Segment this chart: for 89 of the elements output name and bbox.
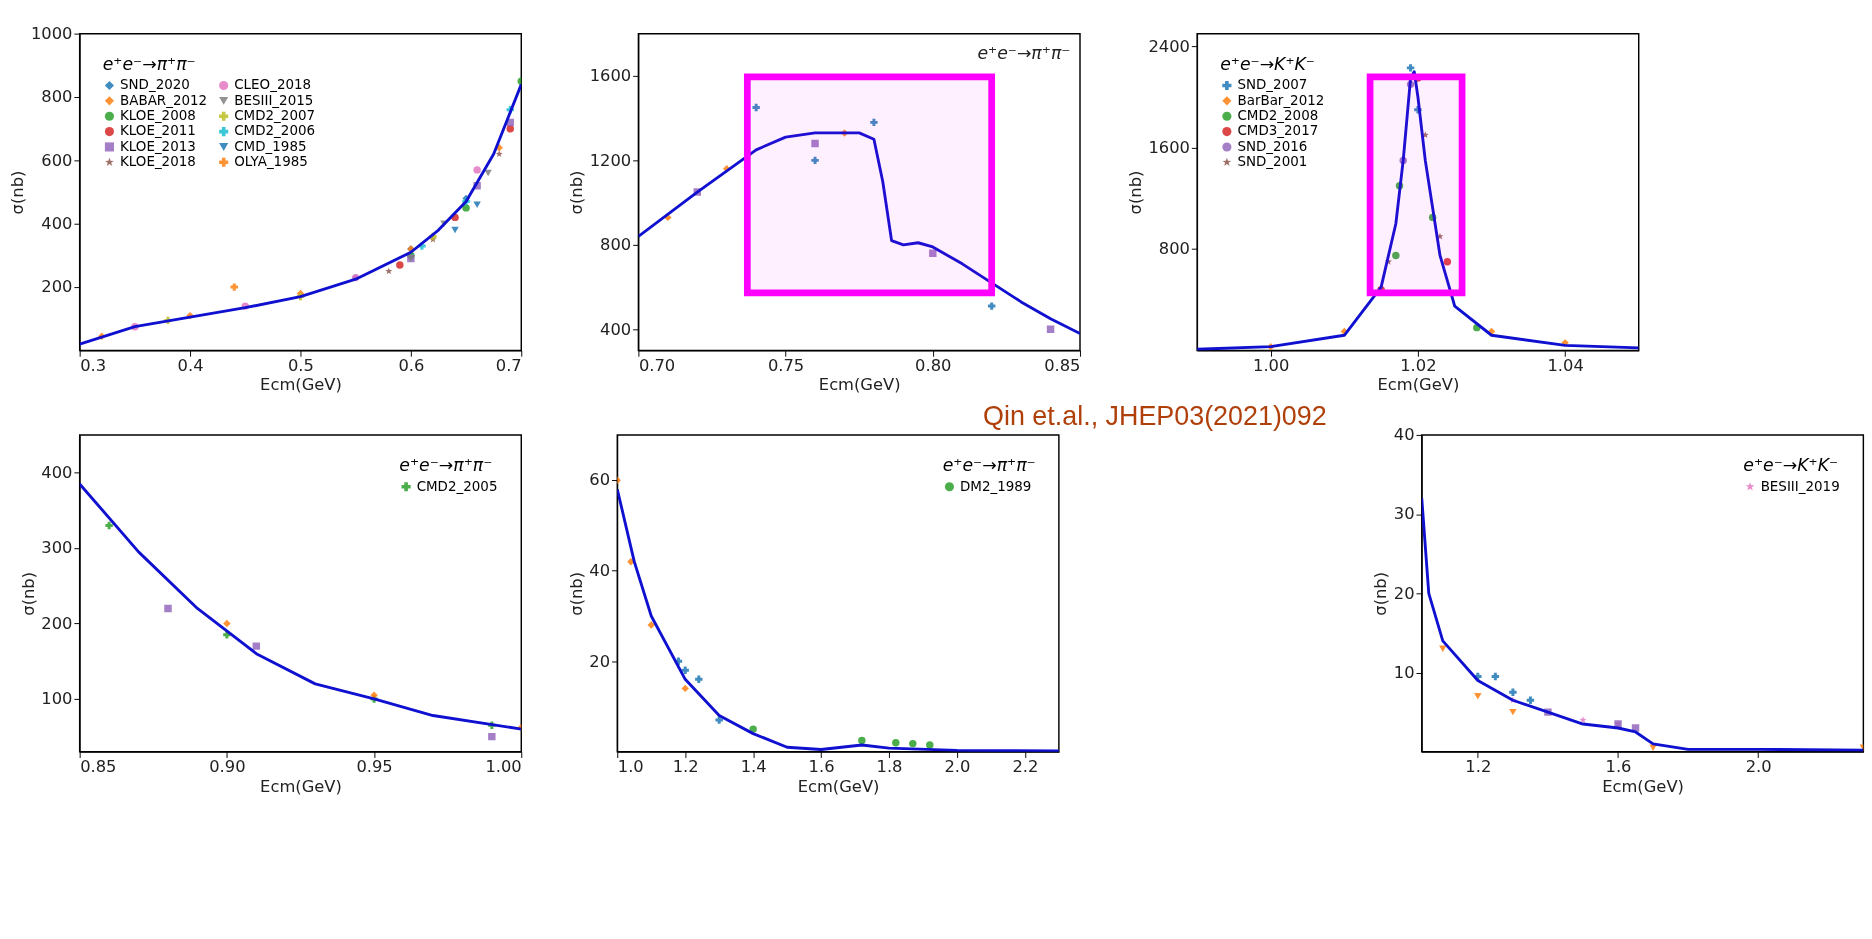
y-tick-label: 800 (41, 87, 73, 107)
x-tick-label: 0.6 (398, 356, 425, 376)
y-tick-label: 1200 (589, 150, 632, 170)
x-tick-label: 2.0 (944, 757, 971, 777)
x-tick-label: 1.00 (1253, 356, 1290, 376)
y-tick-label: 20 (1393, 583, 1415, 603)
y-tick-label: 1600 (589, 66, 632, 86)
x-axis-title: Ecm(GeV) (797, 776, 880, 796)
text: Qin et.al., JHEP03(2021)092 (983, 401, 1327, 432)
y-tick-label: 20 (589, 651, 611, 671)
y-tick-label: 1600 (1148, 137, 1190, 157)
legend-title: e⁺e⁻→π⁺π⁻ (942, 455, 1036, 476)
legend-label: CLEO_2018 (234, 77, 312, 93)
legend-title: e⁺e⁻→π⁺π⁻ (102, 54, 196, 75)
legend-label: SND_2020 (120, 77, 190, 93)
y-tick-label: 400 (41, 214, 73, 234)
x-tick-label: 1.6 (1605, 757, 1632, 777)
x-tick-label: 1.02 (1400, 356, 1437, 376)
y-axis-title: σ(nb) (8, 170, 28, 215)
y-tick-label: 40 (1393, 425, 1415, 445)
x-tick-label: 0.3 (80, 356, 107, 376)
x-tick-label: 1.0 (617, 757, 644, 777)
x-tick-label: 0.7 (495, 356, 522, 376)
y-tick-label: 60 (589, 470, 611, 490)
x-tick-label: 1.2 (672, 757, 699, 777)
y-tick-label: 2400 (1148, 36, 1190, 56)
legend-label: KLOE_2008 (120, 108, 196, 124)
y-tick-label: 200 (41, 277, 73, 297)
y-axis-title: σ(nb) (566, 170, 586, 215)
y-tick-label: 100 (41, 689, 73, 709)
y-tick-label: 10 (1393, 662, 1415, 682)
y-axis-title: σ(nb) (18, 571, 38, 616)
x-tick-label: 0.80 (915, 356, 952, 376)
y-tick-label: 400 (41, 462, 73, 482)
legend-title: e⁺e⁻→K⁺K⁻ (1743, 455, 1839, 476)
x-axis-title: Ecm(GeV) (260, 375, 342, 395)
x-tick-label: 1.8 (876, 757, 903, 777)
x-tick-label: 1.4 (740, 757, 767, 777)
annotation: e⁺e⁻→π⁺π⁻ (977, 42, 1071, 63)
y-tick-label: 40 (589, 560, 611, 580)
y-tick-label: 200 (41, 613, 73, 633)
legend-label: CMD2_2007 (234, 108, 316, 124)
legend-label: OLYA_1985 (234, 154, 308, 170)
x-tick-label: 1.6 (808, 757, 835, 777)
legend-label: BESIII_2015 (234, 92, 314, 108)
y-axis-title: σ(nb) (1125, 170, 1145, 215)
x-axis-title: Ecm(GeV) (260, 776, 342, 796)
y-tick-label: 600 (41, 150, 73, 170)
x-tick-label: 0.95 (356, 757, 393, 777)
y-axis-title: σ(nb) (566, 571, 586, 616)
y-tick-label: 300 (41, 538, 73, 558)
legend-label: BarBar_2012 (1237, 92, 1325, 108)
legend-title: e⁺e⁻→K⁺K⁻ (1220, 54, 1315, 75)
x-tick-label: 0.5 (287, 356, 314, 376)
y-tick-label: 400 (600, 319, 632, 339)
legend-label: SND_2007 (1237, 77, 1308, 93)
y-axis-title: σ(nb) (1371, 571, 1391, 616)
y-tick-label: 800 (600, 235, 632, 255)
x-tick-label: 1.04 (1547, 356, 1584, 376)
legend-label: SND_2001 (1237, 154, 1308, 170)
legend-label: CMD_1985 (234, 138, 307, 154)
legend-label: SND_2016 (1237, 138, 1308, 154)
legend-label: BESIII_2019 (1760, 478, 1840, 494)
legend-label: CMD2_2008 (1237, 108, 1319, 124)
x-tick-label: 2.0 (1745, 757, 1772, 777)
legend-title: e⁺e⁻→π⁺π⁻ (399, 455, 493, 476)
x-tick-label: 2.2 (1012, 757, 1039, 777)
legend-label: BABAR_2012 (120, 92, 208, 108)
legend-label: CMD3_2017 (1237, 123, 1319, 139)
x-tick-label: 0.4 (177, 356, 204, 376)
x-tick-label: 0.75 (767, 356, 805, 376)
legend-label: CMD2_2005 (416, 478, 498, 494)
x-tick-label: 0.90 (209, 757, 246, 777)
x-tick-label: 0.85 (1044, 356, 1081, 376)
x-tick-label: 0.70 (638, 356, 676, 376)
y-tick-label: 800 (1158, 239, 1190, 259)
x-tick-label: 0.85 (80, 757, 117, 777)
legend-label: DM2_1989 (960, 478, 1032, 494)
y-tick-label: 30 (1393, 504, 1415, 524)
legend-label: KLOE_2011 (120, 123, 196, 139)
legend-label: KLOE_2018 (120, 154, 196, 170)
x-tick-label: 1.2 (1465, 757, 1492, 777)
x-tick-label: 1.00 (485, 757, 522, 777)
x-axis-title: Ecm(GeV) (1377, 375, 1460, 395)
legend-label: KLOE_2013 (120, 138, 196, 154)
legend-label: CMD2_2006 (234, 123, 316, 139)
x-axis-title: Ecm(GeV) (1602, 776, 1684, 796)
y-tick-label: 1000 (30, 23, 73, 43)
x-axis-title: Ecm(GeV) (818, 375, 901, 395)
